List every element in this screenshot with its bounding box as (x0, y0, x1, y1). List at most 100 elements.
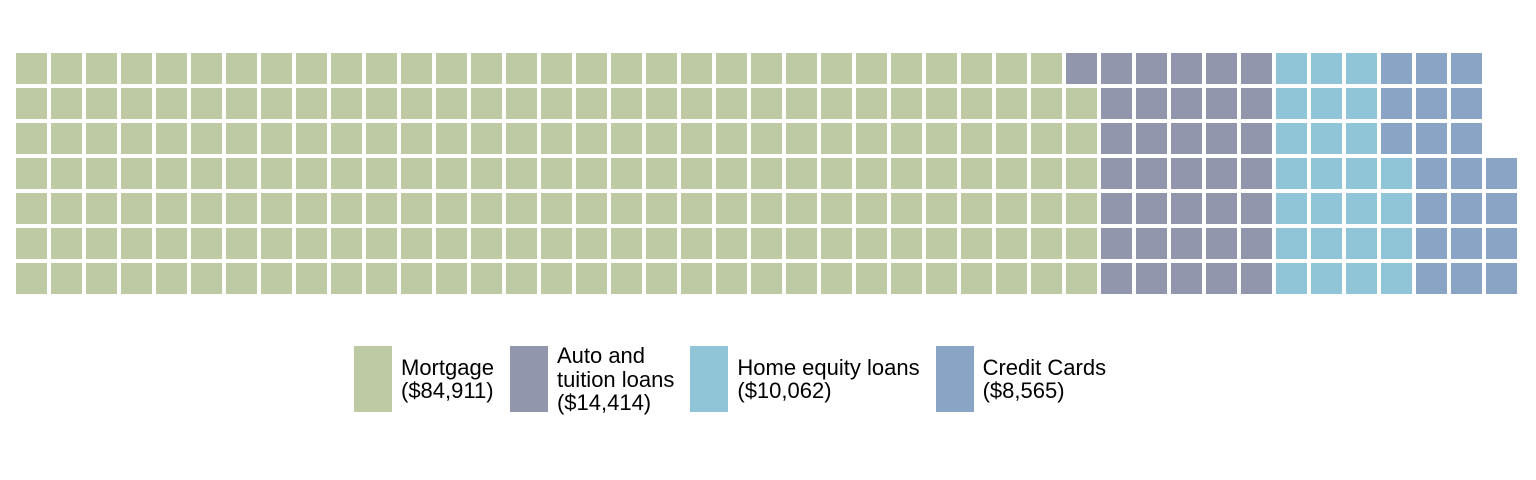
waffle-cell (156, 228, 187, 259)
waffle-cell (961, 123, 992, 154)
waffle-cell (471, 53, 502, 84)
legend-label: Home equity loans ($10,062) (737, 356, 919, 403)
waffle-cell (891, 123, 922, 154)
legend-swatch (935, 346, 974, 413)
waffle-cell (16, 123, 47, 154)
waffle-cell (1031, 193, 1062, 224)
waffle-cell (226, 263, 257, 294)
waffle-cell (681, 193, 712, 224)
waffle-cell (1451, 193, 1482, 224)
waffle-cell (51, 88, 82, 119)
waffle-cell (436, 158, 467, 189)
waffle-cell (1311, 193, 1342, 224)
waffle-cell (1451, 228, 1482, 259)
waffle-cell (506, 228, 537, 259)
waffle-cell (401, 193, 432, 224)
waffle-cell (1451, 53, 1482, 84)
waffle-cell (961, 193, 992, 224)
waffle-cell (821, 88, 852, 119)
waffle-cell (856, 158, 887, 189)
waffle-cell (366, 193, 397, 224)
waffle-cell (891, 88, 922, 119)
waffle-cell (1276, 158, 1307, 189)
waffle-cell (681, 228, 712, 259)
waffle-cell (611, 263, 642, 294)
waffle-cell (366, 53, 397, 84)
waffle-cell (1171, 88, 1202, 119)
waffle-cell-empty (1486, 53, 1517, 84)
waffle-cell (926, 193, 957, 224)
waffle-cell (646, 88, 677, 119)
waffle-cell (436, 123, 467, 154)
waffle-cell (1101, 158, 1132, 189)
waffle-cell (1066, 193, 1097, 224)
waffle-cell (1031, 158, 1062, 189)
waffle-cell (1241, 88, 1272, 119)
waffle-cell (1311, 53, 1342, 84)
waffle-cell (1031, 88, 1062, 119)
waffle-cell (506, 263, 537, 294)
waffle-cell (506, 158, 537, 189)
waffle-cell (646, 263, 677, 294)
waffle-cell (1381, 123, 1412, 154)
waffle-cell (1171, 193, 1202, 224)
legend-item: Credit Cards ($8,565) (935, 346, 1106, 413)
waffle-cell (191, 53, 222, 84)
waffle-cell (226, 228, 257, 259)
waffle-cell (751, 228, 782, 259)
waffle-cell (786, 53, 817, 84)
waffle-cell (1381, 228, 1412, 259)
waffle-cell (436, 88, 467, 119)
waffle-cell (961, 53, 992, 84)
legend-item: Home equity loans ($10,062) (690, 346, 920, 413)
waffle-cell (121, 228, 152, 259)
waffle-cell (1031, 228, 1062, 259)
waffle-cell (751, 193, 782, 224)
waffle-cell (926, 53, 957, 84)
waffle-cell (786, 193, 817, 224)
waffle-cell (961, 263, 992, 294)
waffle-cell (891, 263, 922, 294)
waffle-cell (366, 263, 397, 294)
waffle-cell (1486, 158, 1517, 189)
waffle-cell (16, 263, 47, 294)
waffle-cell (1381, 193, 1412, 224)
waffle-cell (1171, 263, 1202, 294)
waffle-cell (191, 88, 222, 119)
waffle-cell (926, 263, 957, 294)
waffle-cell (121, 88, 152, 119)
waffle-cell (1066, 123, 1097, 154)
waffle-cell (681, 158, 712, 189)
waffle-cell (926, 158, 957, 189)
waffle-cell (821, 53, 852, 84)
legend-label-line: Mortgage (401, 354, 494, 380)
waffle-cell (16, 193, 47, 224)
waffle-cell (331, 158, 362, 189)
waffle-cell (1101, 228, 1132, 259)
waffle-cell (51, 53, 82, 84)
waffle-cell (1451, 263, 1482, 294)
waffle-cell (541, 263, 572, 294)
waffle-cell (16, 228, 47, 259)
waffle-cell (996, 123, 1027, 154)
waffle-cell (716, 228, 747, 259)
waffle-cell (821, 123, 852, 154)
waffle-cell (646, 228, 677, 259)
waffle-cell (1311, 158, 1342, 189)
waffle-cell (576, 53, 607, 84)
waffle-cell (1416, 228, 1447, 259)
waffle-cell (996, 193, 1027, 224)
waffle-cell (786, 123, 817, 154)
waffle-cell (1206, 193, 1237, 224)
legend-swatch (509, 346, 548, 413)
waffle-cell (16, 88, 47, 119)
waffle-cell (681, 53, 712, 84)
waffle-cell (716, 193, 747, 224)
waffle-cell (891, 158, 922, 189)
waffle-cell (1346, 123, 1377, 154)
waffle-cell (226, 193, 257, 224)
waffle-cell (541, 228, 572, 259)
waffle-cell (1136, 88, 1167, 119)
waffle-cell (366, 123, 397, 154)
